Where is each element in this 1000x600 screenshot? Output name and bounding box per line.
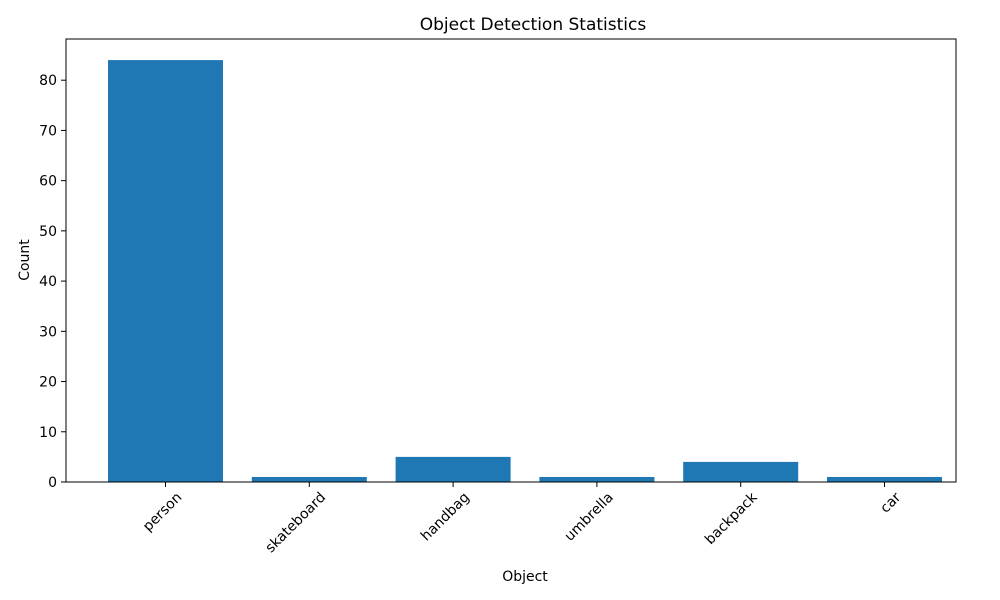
y-tick-label-50: 50 <box>39 224 57 240</box>
y-axis-label: Count <box>17 239 33 281</box>
plot-frame <box>65 38 957 483</box>
y-tick-label-30: 30 <box>39 324 57 340</box>
x-tick-label-umbrella: umbrella <box>562 490 617 545</box>
x-tick-label-handbag: handbag <box>418 490 473 545</box>
bar-handbag <box>395 456 511 482</box>
bar-backpack <box>683 461 799 482</box>
x-axis-ticks: person skateboard handbag umbrella backpack c… <box>140 482 904 556</box>
x-tick-label-skateboard: skateboard <box>262 490 329 557</box>
x-axis-label: Object <box>502 569 548 585</box>
bar-skateboard <box>251 476 367 482</box>
chart-title: Object Detection Statistics <box>420 15 647 35</box>
y-tick-label-40: 40 <box>39 274 57 290</box>
bars-layer <box>108 60 942 482</box>
x-tick-label-car: car <box>877 489 904 516</box>
bar-umbrella <box>539 476 655 482</box>
y-tick-label-80: 80 <box>39 73 57 89</box>
y-tick-label-60: 60 <box>39 174 57 190</box>
y-tick-label-70: 70 <box>39 123 57 139</box>
bar-car <box>827 476 942 482</box>
y-tick-label-20: 20 <box>39 375 57 391</box>
x-tick-label-person: person <box>140 490 185 535</box>
y-tick-label-10: 10 <box>39 425 57 441</box>
y-tick-label-0: 0 <box>48 475 57 491</box>
y-axis-ticks: 0 10 20 30 40 50 60 70 80 <box>39 73 66 491</box>
bar-person <box>108 60 223 482</box>
x-tick-label-backpack: backpack <box>702 489 761 548</box>
